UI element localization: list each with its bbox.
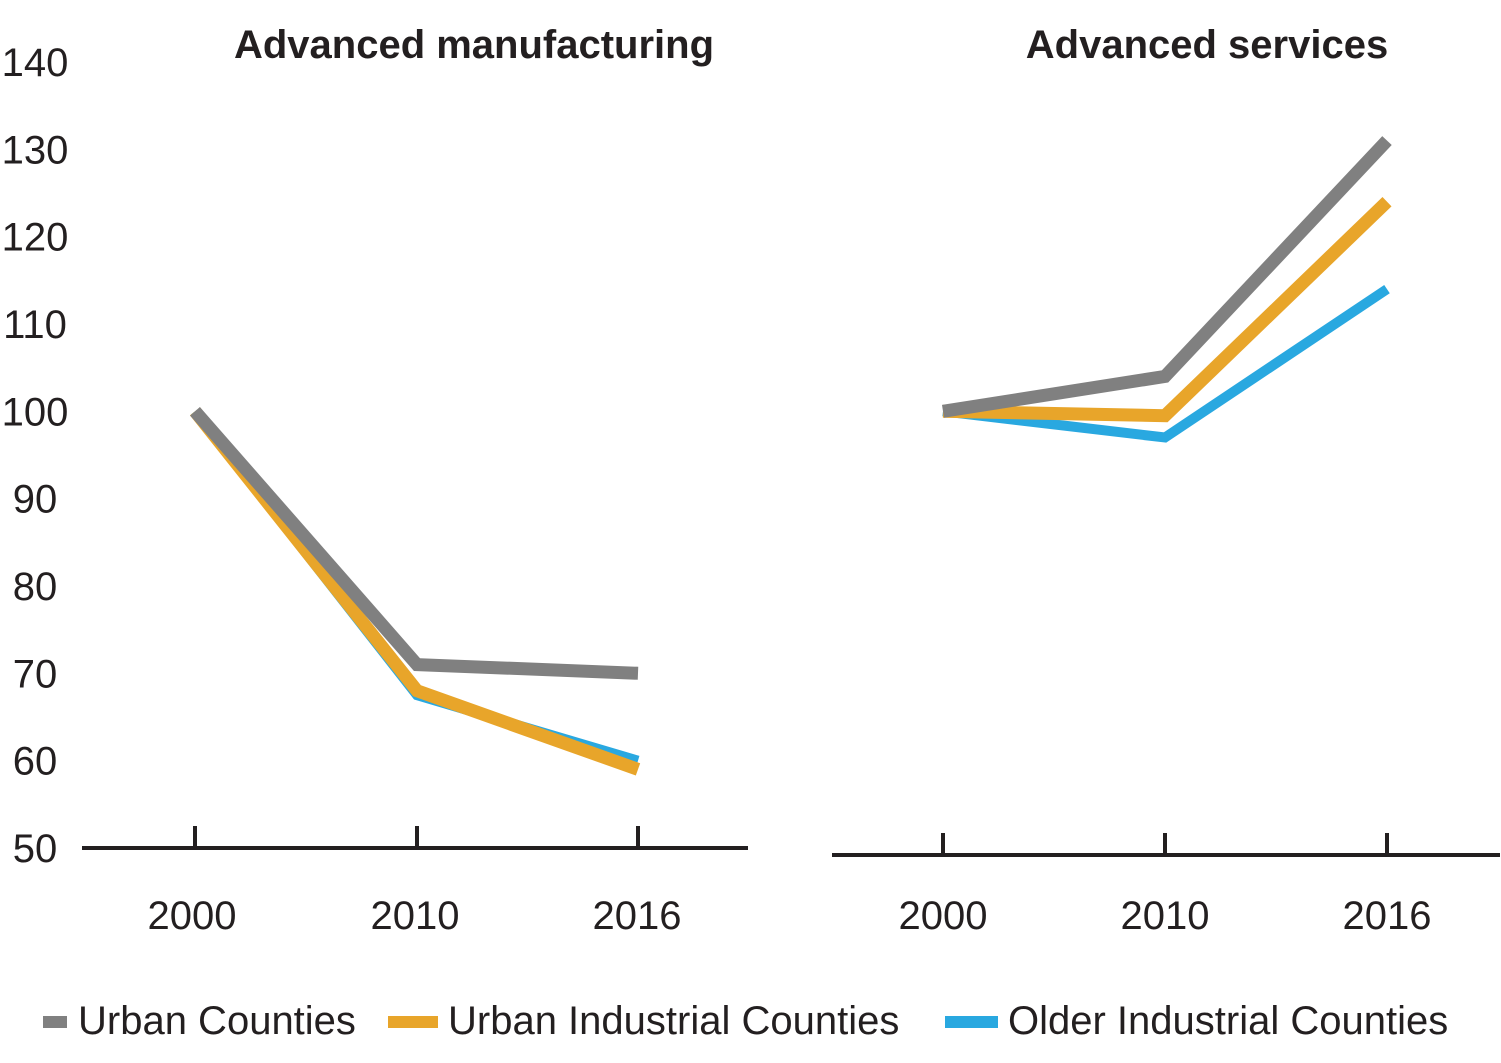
y-tick-label: 90 — [13, 478, 58, 522]
panel-title: Advanced manufacturing — [234, 23, 714, 67]
series-line-urban-industrial-counties — [189, 407, 641, 776]
legend-label: Urban Industrial Counties — [448, 999, 899, 1043]
y-tick-label: 130 — [2, 128, 69, 172]
y-tick-label: 120 — [2, 216, 69, 260]
series-line-urban-industrial-counties — [942, 197, 1392, 423]
series-line-older-industrial-counties — [942, 284, 1390, 443]
y-tick-label: 80 — [13, 565, 58, 609]
x-tick-label: 2016 — [1343, 894, 1432, 938]
legend-label: Older Industrial Counties — [1008, 999, 1448, 1043]
legend: Urban Counties Urban Industrial Counties O… — [43, 999, 1448, 1043]
x-tick-label: 2010 — [371, 894, 460, 938]
panel-advanced-manufacturing: Advanced manufacturing 2000 2010 2016 — [82, 23, 748, 938]
x-tick-label: 2010 — [1121, 894, 1210, 938]
series-line-older-industrial-counties — [191, 408, 640, 766]
legend-item: Urban Industrial Counties — [388, 999, 899, 1043]
legend-item: Older Industrial Counties — [945, 999, 1448, 1043]
y-tick-label: 140 — [2, 41, 69, 85]
y-tick-label: 60 — [13, 740, 58, 784]
y-tick-label: 50 — [13, 827, 58, 871]
x-tick-label: 2000 — [148, 894, 237, 938]
panel-title: Advanced services — [1026, 23, 1388, 67]
panel-advanced-services: Advanced services 2000 2010 2016 — [832, 23, 1500, 938]
y-axis: 140 130 120 110 100 90 80 70 60 50 — [2, 41, 69, 871]
y-tick-label: 70 — [13, 652, 58, 696]
series-line-urban-counties — [190, 407, 639, 680]
x-tick-label: 2000 — [899, 894, 988, 938]
y-tick-label: 110 — [3, 303, 67, 347]
legend-item: Urban Counties — [43, 999, 356, 1043]
legend-label: Urban Counties — [78, 999, 356, 1043]
series-line-urban-counties — [941, 136, 1392, 418]
y-tick-label: 100 — [2, 390, 69, 434]
x-tick-label: 2016 — [593, 894, 682, 938]
